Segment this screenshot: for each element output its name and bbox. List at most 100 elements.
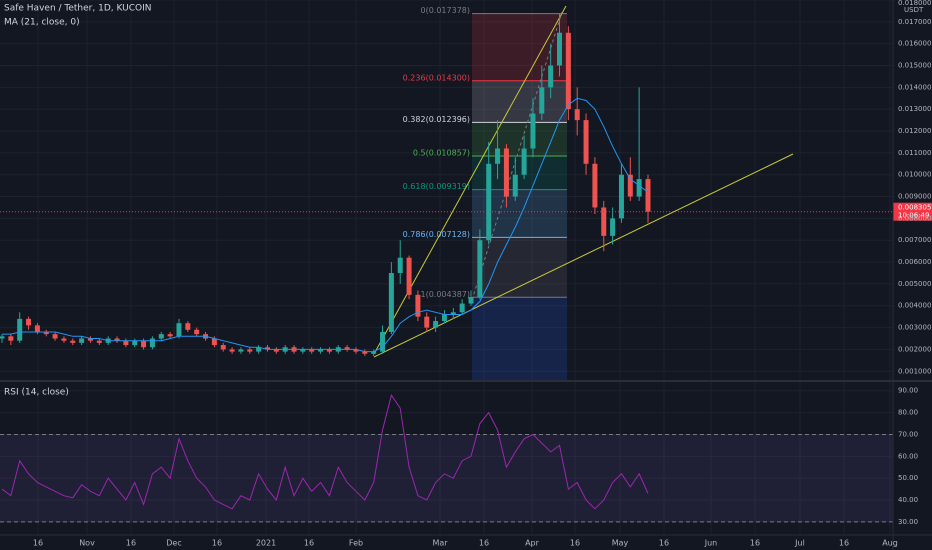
ma-line [2,97,649,353]
x-tick-label: 16 [750,539,760,548]
y-tick-label: 0.013000 [898,105,931,113]
candle-body [397,257,403,273]
y-tick-label: 0.004000 [898,302,931,310]
fib-label: 0.618(0.009319) [403,182,470,191]
rsi-tick-label: 70.00 [898,430,918,438]
candle-body [503,148,509,197]
trend-line[interactable] [373,153,794,358]
rsi-tick-label: 50.00 [898,474,918,482]
candle-body [530,113,536,149]
fib-label: 0.5(0.010857) [413,148,470,157]
rsi-tick-label: 30.00 [898,518,918,526]
candle-body [43,331,49,335]
x-tick-label: Apr [525,539,540,548]
x-tick-label: 16 [659,539,669,548]
candle-body [34,325,40,332]
candle-body [486,163,492,241]
candle-body [176,323,182,337]
candle-body [388,272,394,332]
candle-body [194,329,200,335]
candle-body [450,312,456,315]
candle-body [167,334,173,337]
candle-body [70,340,76,343]
symbol-title[interactable]: Safe Haven / Tether, 1D, KUCOIN [4,4,151,14]
ma-legend[interactable]: MA (21, close, 0) [4,18,80,28]
y-tick-label: 0.017000 [898,18,931,26]
candle-body [220,345,226,350]
x-tick-label: 16 [479,539,489,548]
y-tick-label: 0.011000 [898,149,931,157]
y-tick-label: 0.008000 [898,214,931,222]
candle-body [477,240,483,298]
x-tick-label: 16 [304,539,314,548]
rsi-legend[interactable]: RSI (14, close) [4,388,69,398]
trend-line[interactable] [373,5,567,355]
rsi-line [1,393,649,510]
candle-body [344,347,350,350]
candle-body [8,336,14,341]
fib-zone [472,297,567,380]
candle-body [123,340,129,346]
y-tick-label: 0.016000 [898,40,931,48]
x-tick-label: Mar [432,539,448,548]
fib-label: 1(0.004387) [420,290,470,299]
rsi-tick-label: 80.00 [898,409,918,417]
y-tick-label: 0.015000 [898,62,931,70]
fib-zone [472,80,567,123]
candle-body [406,257,412,295]
y-tick-label: 0.018000 [898,0,931,7]
candle-body [114,338,120,341]
y-tick-label: 0.012000 [898,127,931,135]
candle-body [601,207,607,236]
y-tick-label: 0.014000 [898,83,931,91]
candle-body [424,316,430,328]
current-price-label: 0.008305 [898,204,931,212]
candle-body [79,338,85,343]
candle-body [17,318,23,341]
candle-body [548,65,554,88]
fib-trend[interactable] [471,11,563,301]
candle-body [132,340,138,346]
candle-body [300,349,306,352]
candle-body [521,148,527,175]
candle-body [52,334,58,339]
candle-body [618,174,624,219]
y-tick-label: 0.009000 [898,193,931,201]
candle-body [96,340,102,343]
candle-body [318,349,324,352]
candle-body [459,303,465,313]
candle-body [415,294,421,317]
y-tick-label: 0.010000 [898,171,931,179]
y-tick-label: 0.002000 [898,345,931,353]
x-tick-label: 16 [570,539,580,548]
current-price-box [893,202,932,221]
candle-body [636,179,642,197]
candle-body [380,331,386,352]
candle-body [468,297,474,304]
fib-zone [472,237,567,298]
candle-body [371,351,377,354]
x-tick-label: Jun [704,539,718,548]
candle-body [273,349,279,352]
candle-body [141,340,147,348]
candle-body [149,338,155,348]
candle-body [592,163,598,208]
x-tick-label: May [612,539,629,548]
candle-body [211,338,217,346]
candle-body [353,349,359,352]
candle-body [87,338,93,341]
candle-body [583,120,589,164]
countdown-label: 10:06:49 [898,212,929,220]
x-tick-label: Dec [166,539,181,548]
candle-body [247,349,253,352]
candle-body [610,218,616,236]
rsi-tick-label: 40.00 [898,496,918,504]
x-tick-label: 16 [33,539,43,548]
candle-body [441,314,447,322]
y-tick-label: 0.005000 [898,280,931,288]
fib-label: 0.236(0.014300) [403,73,470,82]
candle-body [185,323,191,330]
candle-body [433,321,439,328]
candle-body [26,318,32,326]
